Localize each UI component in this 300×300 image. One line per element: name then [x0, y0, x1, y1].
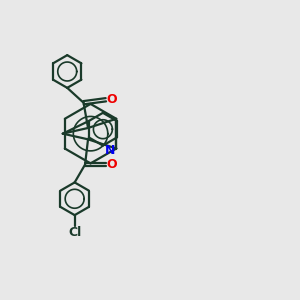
Text: Cl: Cl: [68, 226, 81, 239]
Text: O: O: [106, 93, 116, 106]
Text: O: O: [106, 158, 117, 171]
Text: N: N: [105, 143, 115, 157]
